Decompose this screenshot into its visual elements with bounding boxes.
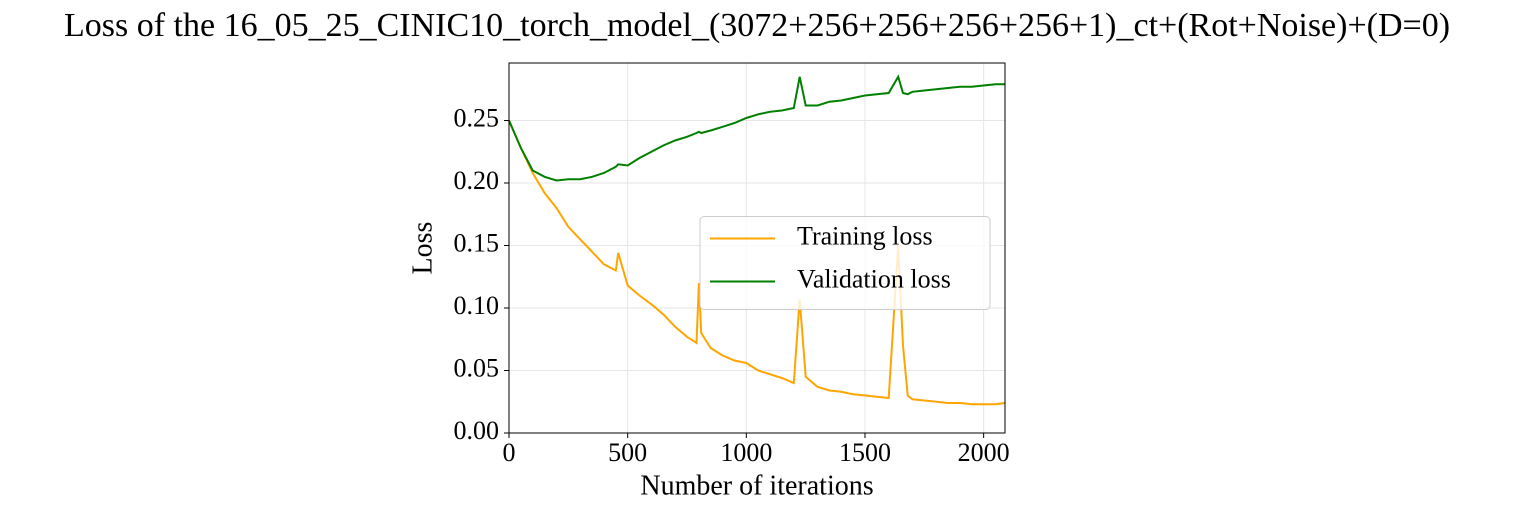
legend-box: [699, 216, 991, 310]
x-tick-label: 1000: [720, 438, 772, 467]
y-axis-label: Loss: [407, 222, 438, 275]
y-tick-label: 0.05: [454, 353, 500, 382]
y-tick-label: 0.25: [454, 103, 500, 132]
x-tick-label: 500: [608, 438, 647, 467]
x-axis-label: Number of iterations: [640, 470, 873, 501]
legend-label: Training loss: [797, 221, 933, 250]
y-tick-label: 0.00: [454, 416, 500, 445]
line-series: [508, 74, 1005, 182]
chart-title: Loss of the 16_05_25_CINIC10_torch_model…: [64, 7, 1450, 44]
x-tick-label: 2000: [958, 438, 1010, 467]
plot-frame: [508, 62, 1006, 434]
x-tick-label: 0: [503, 438, 516, 467]
line-series: [508, 120, 1006, 406]
y-tick-label: 0.10: [454, 291, 500, 320]
y-tick-label: 0.15: [454, 228, 500, 257]
legend-label: Validation loss: [797, 264, 951, 293]
x-tick-label: 1500: [839, 438, 891, 467]
y-tick-label: 0.20: [454, 166, 500, 195]
